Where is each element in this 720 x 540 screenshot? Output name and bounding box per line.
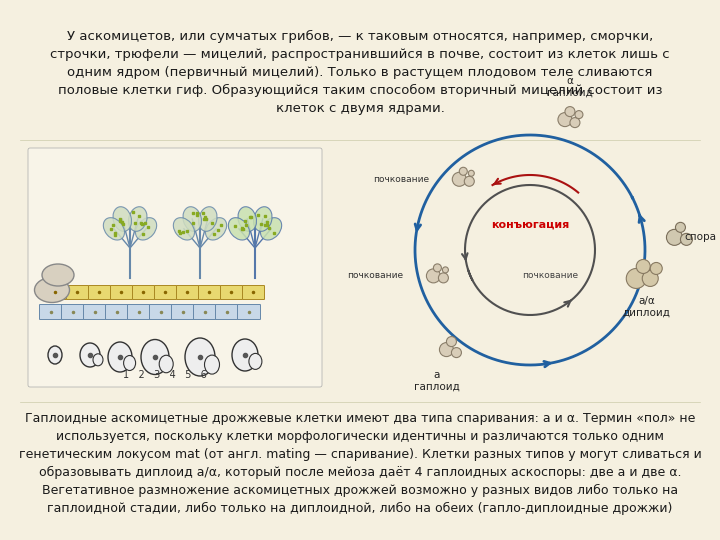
Ellipse shape xyxy=(204,355,220,374)
Ellipse shape xyxy=(199,207,217,231)
Circle shape xyxy=(636,260,650,273)
FancyBboxPatch shape xyxy=(40,305,63,320)
FancyBboxPatch shape xyxy=(66,286,89,300)
Text: почкование: почкование xyxy=(522,271,578,280)
Circle shape xyxy=(575,111,583,119)
Ellipse shape xyxy=(104,218,125,240)
Text: спора: спора xyxy=(685,232,716,242)
Circle shape xyxy=(650,262,662,274)
Circle shape xyxy=(438,273,449,283)
Circle shape xyxy=(426,269,441,283)
Ellipse shape xyxy=(128,207,147,231)
Ellipse shape xyxy=(249,353,262,369)
Ellipse shape xyxy=(253,207,272,231)
FancyBboxPatch shape xyxy=(243,286,264,300)
Circle shape xyxy=(446,336,456,347)
Circle shape xyxy=(433,264,441,272)
FancyBboxPatch shape xyxy=(238,305,261,320)
Ellipse shape xyxy=(185,338,215,376)
Ellipse shape xyxy=(42,264,74,286)
FancyBboxPatch shape xyxy=(220,286,243,300)
Text: конъюгация: конъюгация xyxy=(491,220,569,230)
Ellipse shape xyxy=(261,218,282,240)
Ellipse shape xyxy=(80,343,100,367)
FancyBboxPatch shape xyxy=(176,286,199,300)
FancyBboxPatch shape xyxy=(150,305,173,320)
Circle shape xyxy=(675,222,685,232)
Circle shape xyxy=(626,268,647,288)
Ellipse shape xyxy=(238,207,256,231)
Text: Гаплоидные аскомицетные дрожжевые клетки имеют два типа спаривания: а и α. Терми: Гаплоидные аскомицетные дрожжевые клетки… xyxy=(19,412,701,515)
FancyBboxPatch shape xyxy=(84,305,107,320)
FancyBboxPatch shape xyxy=(127,305,150,320)
Ellipse shape xyxy=(205,218,227,240)
Text: 1   2   3   4   5   6: 1 2 3 4 5 6 xyxy=(123,370,207,380)
Ellipse shape xyxy=(174,218,194,240)
Ellipse shape xyxy=(48,346,62,364)
Circle shape xyxy=(439,342,454,356)
Ellipse shape xyxy=(135,218,157,240)
FancyBboxPatch shape xyxy=(155,286,176,300)
Ellipse shape xyxy=(183,207,202,231)
Ellipse shape xyxy=(108,342,132,372)
Circle shape xyxy=(451,348,462,357)
Ellipse shape xyxy=(232,339,258,371)
FancyBboxPatch shape xyxy=(110,286,132,300)
Ellipse shape xyxy=(93,354,103,366)
FancyBboxPatch shape xyxy=(106,305,128,320)
FancyBboxPatch shape xyxy=(132,286,155,300)
FancyBboxPatch shape xyxy=(61,305,84,320)
FancyBboxPatch shape xyxy=(215,305,238,320)
Circle shape xyxy=(570,118,580,127)
FancyBboxPatch shape xyxy=(194,305,217,320)
Ellipse shape xyxy=(228,218,250,240)
Ellipse shape xyxy=(159,355,174,373)
Text: a/α
диплоид: a/α диплоид xyxy=(622,296,670,318)
Circle shape xyxy=(452,172,467,186)
Circle shape xyxy=(667,230,683,245)
FancyBboxPatch shape xyxy=(171,305,194,320)
Circle shape xyxy=(565,106,575,117)
Circle shape xyxy=(680,233,693,245)
Text: a
гаплоид: a гаплоид xyxy=(413,369,459,391)
Circle shape xyxy=(464,176,474,186)
Text: α
гаплоид: α гаплоид xyxy=(547,76,593,98)
Text: У аскомицетов, или сумчатых грибов, — к таковым относятся, например, сморчки,
ст: У аскомицетов, или сумчатых грибов, — к … xyxy=(50,30,670,115)
Ellipse shape xyxy=(113,207,132,231)
Ellipse shape xyxy=(35,278,70,302)
Circle shape xyxy=(468,170,474,176)
FancyBboxPatch shape xyxy=(28,148,322,387)
Text: почкование: почкование xyxy=(347,272,403,280)
FancyBboxPatch shape xyxy=(45,286,66,300)
Circle shape xyxy=(442,267,449,273)
Circle shape xyxy=(459,167,467,176)
Ellipse shape xyxy=(124,355,135,370)
FancyBboxPatch shape xyxy=(89,286,110,300)
Ellipse shape xyxy=(141,340,169,375)
Text: почкование: почкование xyxy=(373,175,429,184)
FancyBboxPatch shape xyxy=(199,286,220,300)
Circle shape xyxy=(558,113,572,126)
Circle shape xyxy=(642,271,658,287)
